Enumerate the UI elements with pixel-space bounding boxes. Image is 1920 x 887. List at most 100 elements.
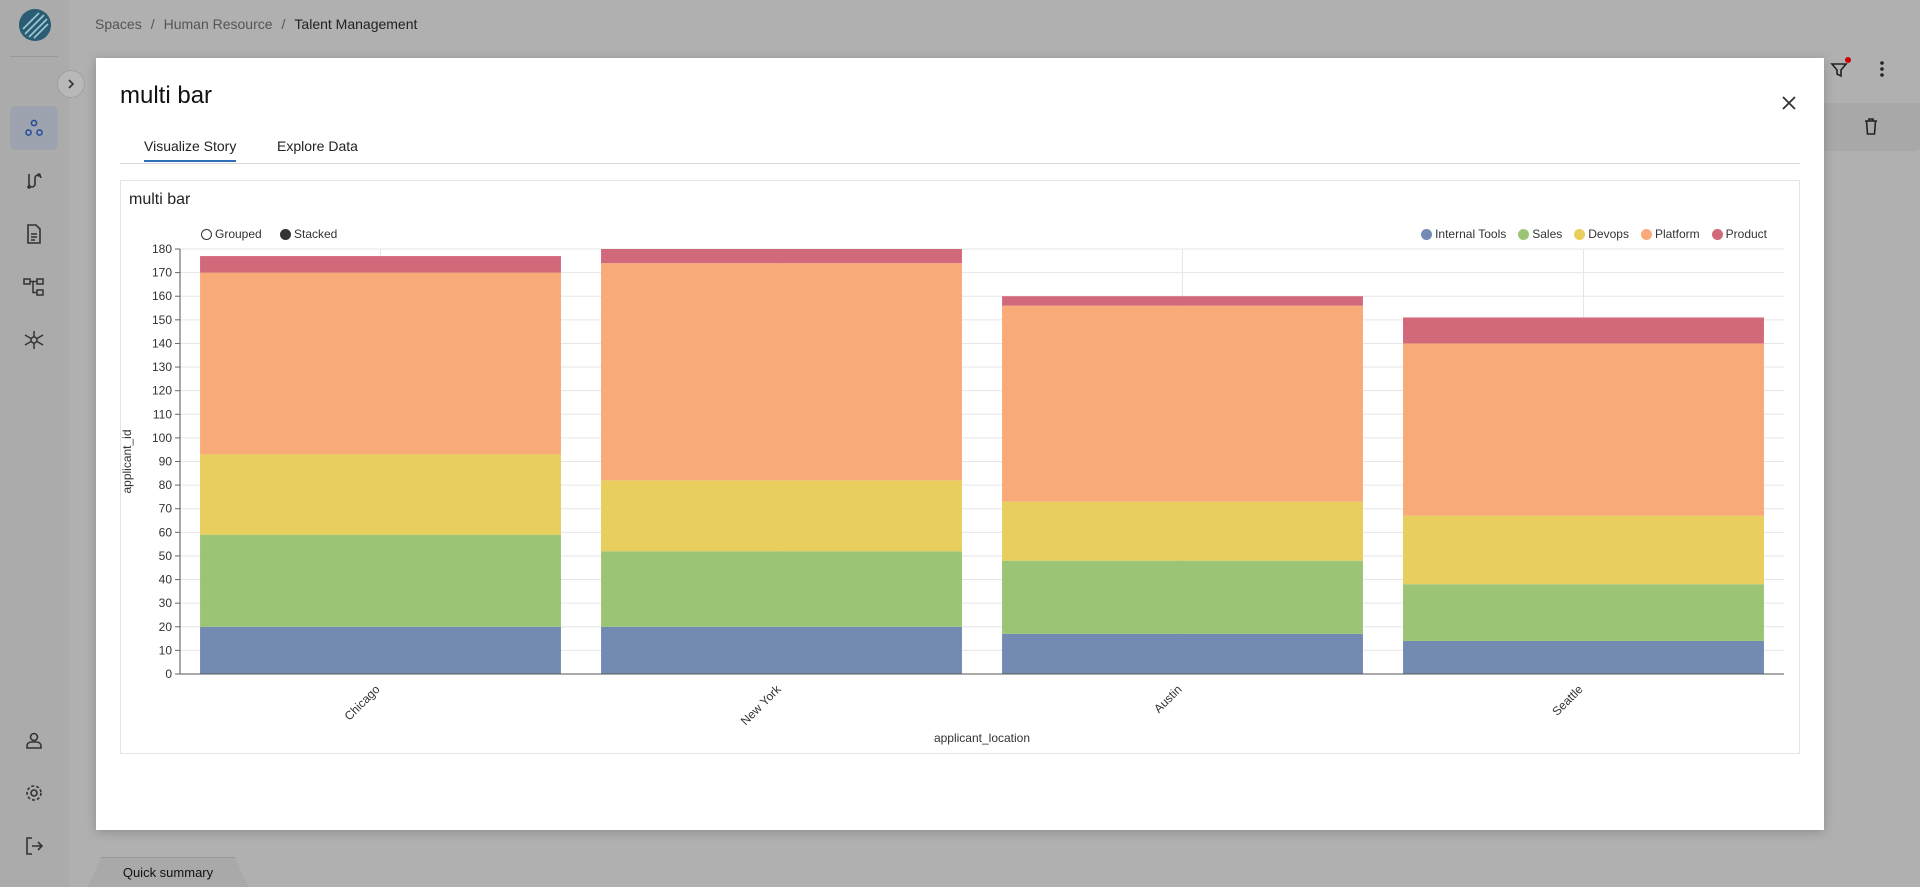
- legend-item[interactable]: Sales: [1518, 227, 1562, 241]
- x-tick-label: Seattle: [1549, 682, 1586, 719]
- bar-segment: [1002, 501, 1363, 561]
- background-toolbar: [1824, 103, 1920, 151]
- bar-segment: [601, 551, 962, 627]
- legend-item[interactable]: Devops: [1574, 227, 1629, 241]
- bar-segment: [200, 454, 561, 535]
- bar-segment: [200, 272, 561, 455]
- network-icon[interactable]: [10, 318, 58, 362]
- delete-icon[interactable]: [1862, 115, 1880, 137]
- chart-modal: multi bar Visualize Story Explore Data m…: [96, 58, 1824, 830]
- x-tick-label: Chicago: [342, 682, 383, 723]
- legend-label: Platform: [1654, 227, 1700, 241]
- breadcrumb-separator: /: [281, 16, 286, 32]
- stacked-toggle[interactable]: Stacked: [280, 227, 337, 241]
- quick-summary-tab[interactable]: Quick summary: [88, 857, 248, 887]
- bar-segment: [1403, 584, 1764, 641]
- breadcrumb: Spaces / Human Resource / Talent Managem…: [95, 16, 417, 32]
- y-tick-label: 150: [152, 313, 172, 327]
- filter-icon[interactable]: [1829, 57, 1851, 80]
- y-tick-label: 60: [159, 525, 173, 539]
- grouped-radio[interactable]: [201, 228, 212, 240]
- bar-segment: [601, 480, 962, 552]
- legend-label: Devops: [1588, 227, 1629, 241]
- rail-divider: [10, 56, 58, 57]
- breadcrumb-human-resource[interactable]: Human Resource: [163, 16, 273, 32]
- legend-label: Internal Tools: [1435, 227, 1507, 241]
- bar-segment: [1403, 640, 1764, 674]
- legend-item[interactable]: Internal Tools: [1421, 227, 1506, 241]
- modal-title: multi bar: [120, 82, 213, 109]
- y-tick-label: 80: [159, 478, 173, 492]
- y-axis-label: applicant_id: [121, 429, 134, 493]
- bar-segment: [601, 626, 962, 674]
- legend-label: Sales: [1532, 227, 1563, 241]
- grouped-label: Grouped: [215, 227, 262, 241]
- legend-item[interactable]: Platform: [1640, 227, 1700, 241]
- user-icon[interactable]: [10, 718, 58, 762]
- bar-segment: [200, 256, 561, 273]
- bar-segment: [1002, 305, 1363, 502]
- legend-swatch: [1421, 228, 1433, 240]
- y-tick-label: 50: [159, 549, 173, 563]
- y-tick-label: 130: [152, 360, 172, 374]
- stacked-bar-chart: 0 10 20 30 40 50 60 70 80 90 100 110 120 130 140 150 160…: [121, 242, 1784, 745]
- workflow-icon[interactable]: [10, 159, 58, 203]
- bar-segment: [1403, 515, 1764, 585]
- stacked-label: Stacked: [294, 227, 338, 241]
- y-tick-label: 140: [152, 336, 172, 350]
- y-tick-label: 20: [159, 620, 173, 634]
- chart-legend: Internal Tools Sales Devops Platform Product: [1421, 227, 1767, 241]
- y-tick-label: 40: [159, 573, 173, 587]
- bar-segment: [1403, 317, 1764, 344]
- chart-card-title: multi bar: [129, 191, 191, 208]
- expand-sidebar-button[interactable]: [57, 70, 85, 98]
- legend-swatch: [1518, 228, 1530, 240]
- filter-badge: [1845, 57, 1851, 63]
- close-icon[interactable]: [1778, 92, 1800, 114]
- chart-card: multi bar Grouped Stacked Internal Tools…: [120, 180, 1800, 754]
- bar-segment: [1002, 560, 1363, 634]
- y-tick-label: 70: [159, 502, 173, 516]
- bar-segment: [1403, 343, 1764, 516]
- logout-icon[interactable]: [10, 824, 58, 868]
- y-tick-label: 160: [152, 289, 172, 303]
- legend-label: Product: [1725, 227, 1767, 241]
- x-tick-label: Austin: [1151, 682, 1184, 715]
- bar-segment: [1002, 633, 1363, 674]
- breadcrumb-spaces[interactable]: Spaces: [95, 16, 142, 32]
- bar-segment: [601, 249, 962, 264]
- y-tick-label: 0: [165, 667, 172, 681]
- bar-segment: [1002, 296, 1363, 306]
- bar-segment: [601, 263, 962, 481]
- y-tick-label: 30: [159, 596, 173, 610]
- more-options-icon[interactable]: [1876, 58, 1888, 80]
- y-tick-label: 110: [153, 407, 172, 421]
- document-icon[interactable]: [10, 212, 58, 256]
- legend-swatch: [1574, 228, 1586, 240]
- bar-segment: [200, 626, 561, 674]
- y-tick-label: 10: [159, 643, 173, 657]
- y-tick-label: 120: [152, 384, 172, 398]
- grouped-toggle[interactable]: Grouped: [201, 227, 262, 241]
- spaces-icon[interactable]: [10, 106, 58, 150]
- x-tick-label: New York: [738, 682, 784, 728]
- settings-icon[interactable]: [10, 771, 58, 815]
- stacked-radio[interactable]: [280, 228, 291, 240]
- y-tick-label: 90: [159, 455, 173, 469]
- x-axis-label: applicant_location: [934, 731, 1030, 745]
- legend-swatch: [1711, 228, 1723, 240]
- y-tick-label: 100: [152, 431, 172, 445]
- app-logo[interactable]: [19, 9, 51, 41]
- left-sidebar: [0, 0, 85, 887]
- y-tick-label: 170: [152, 266, 172, 280]
- hierarchy-icon[interactable]: [10, 265, 58, 309]
- modal-tabs: Visualize Story Explore Data: [120, 138, 1800, 164]
- bar-segment: [200, 534, 561, 627]
- breadcrumb-separator: /: [150, 16, 155, 32]
- tab-explore-data[interactable]: Explore Data: [277, 138, 358, 154]
- breadcrumb-talent-management: Talent Management: [294, 16, 418, 32]
- y-tick-label: 180: [152, 242, 172, 256]
- tab-visualize-story[interactable]: Visualize Story: [144, 138, 237, 162]
- legend-swatch: [1640, 228, 1652, 240]
- legend-item[interactable]: Product: [1711, 227, 1767, 241]
